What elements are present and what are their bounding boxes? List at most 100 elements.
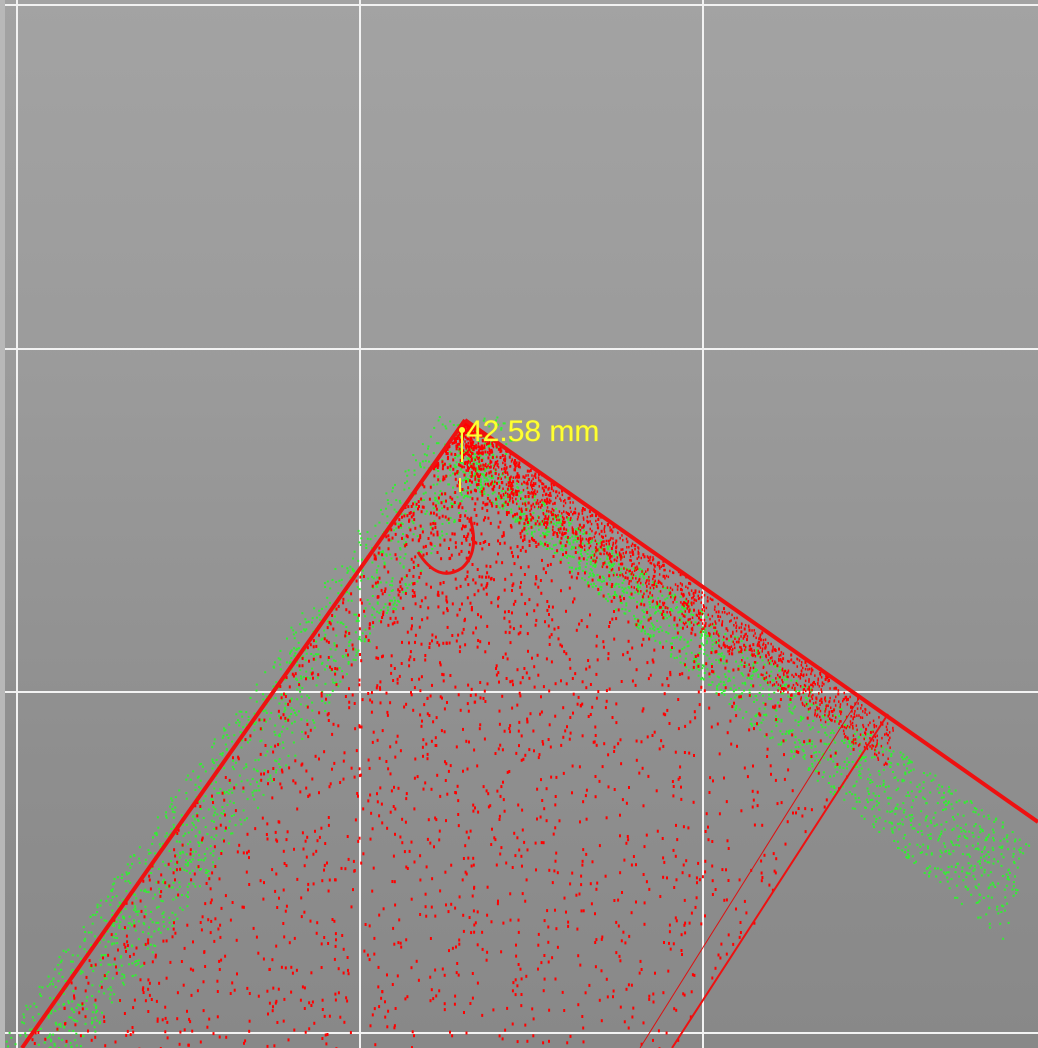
scan-point: [362, 569, 364, 572]
reference-point: [553, 869, 556, 873]
scan-point: [134, 910, 137, 913]
scan-point: [770, 663, 773, 666]
scan-point: [298, 682, 300, 684]
reference-point: [491, 827, 493, 831]
scan-point: [71, 968, 74, 971]
reference-point: [527, 565, 530, 569]
scan-point: [213, 811, 216, 814]
scan-point: [347, 569, 350, 572]
reference-point: [649, 616, 652, 620]
scan-point: [167, 928, 170, 931]
reference-point: [318, 757, 320, 761]
scan-point: [975, 901, 978, 904]
scan-point: [561, 549, 564, 552]
scan-point: [271, 780, 274, 783]
reference-point: [469, 438, 472, 442]
scan-point: [890, 755, 893, 758]
scan-point: [157, 921, 160, 924]
reference-point: [509, 724, 512, 728]
scan-point: [973, 865, 976, 868]
scan-point: [90, 931, 93, 934]
reference-point: [424, 892, 427, 896]
reference-point: [504, 577, 507, 581]
scan-point: [977, 842, 979, 845]
scan-point: [676, 656, 678, 659]
scan-point: [854, 807, 857, 810]
reference-point: [459, 502, 462, 506]
scan-point: [877, 802, 880, 805]
scan-point: [860, 728, 863, 731]
scan-point: [519, 513, 522, 516]
scan-point: [807, 724, 810, 727]
scan-point: [301, 687, 304, 689]
scan-point: [558, 527, 561, 529]
scan-point: [191, 858, 194, 861]
scan-point: [324, 702, 327, 705]
scan-point: [341, 670, 344, 673]
scan-point: [750, 677, 753, 680]
scan-point: [464, 494, 467, 497]
scan-point: [969, 800, 972, 803]
scan-point: [887, 796, 890, 799]
scan-point: [133, 908, 135, 911]
scan-point: [955, 884, 958, 887]
reference-point: [131, 901, 134, 905]
scan-point: [222, 813, 225, 815]
reference-point: [772, 705, 774, 709]
scan-point: [922, 843, 925, 846]
scan-point: [353, 613, 356, 616]
scan-point: [50, 1008, 53, 1011]
scan-point: [802, 716, 805, 719]
reference-point: [149, 887, 152, 891]
reference-point: [102, 956, 104, 960]
scan-point: [948, 789, 951, 792]
scan-point: [780, 720, 783, 723]
scan-point: [182, 823, 184, 826]
scan-point: [762, 687, 765, 690]
reference-point: [675, 878, 678, 882]
scan-point: [155, 833, 158, 836]
scan-point: [803, 757, 806, 760]
scan-point: [55, 1023, 58, 1026]
reference-point: [542, 685, 545, 689]
scan-point: [1012, 855, 1015, 858]
reference-point: [348, 706, 351, 710]
reference-point: [705, 812, 708, 816]
reference-point: [471, 480, 473, 484]
scan-point: [122, 915, 125, 918]
scan-point: [794, 705, 797, 708]
reference-point: [294, 781, 297, 785]
reference-point: [173, 921, 175, 925]
scan-point: [845, 792, 848, 795]
scan-point: [594, 565, 597, 568]
scan-point: [193, 818, 196, 821]
scan-point: [437, 470, 440, 472]
reference-point: [182, 983, 185, 987]
scan-point: [162, 911, 165, 914]
scan-point: [639, 622, 642, 625]
reference-point: [296, 877, 299, 881]
reference-point: [532, 1017, 535, 1021]
reference-point: [701, 875, 704, 879]
scan-point: [927, 834, 930, 837]
scan-point: [761, 677, 764, 680]
reference-point: [546, 522, 549, 526]
scan-point: [587, 556, 590, 559]
reference-point: [192, 940, 194, 944]
reference-point: [574, 672, 577, 676]
reference-point: [409, 511, 412, 515]
reference-point: [437, 478, 440, 482]
scan-point: [1012, 852, 1015, 855]
reference-point: [320, 691, 323, 695]
scan-point: [10, 1036, 13, 1039]
scan-point: [474, 453, 476, 456]
reference-point: [374, 581, 377, 585]
reference-point: [542, 742, 545, 746]
scan-point: [768, 693, 771, 696]
reference-point: [305, 855, 308, 859]
scan-point: [373, 608, 375, 611]
scan-point: [100, 916, 103, 919]
reference-point: [487, 482, 489, 486]
